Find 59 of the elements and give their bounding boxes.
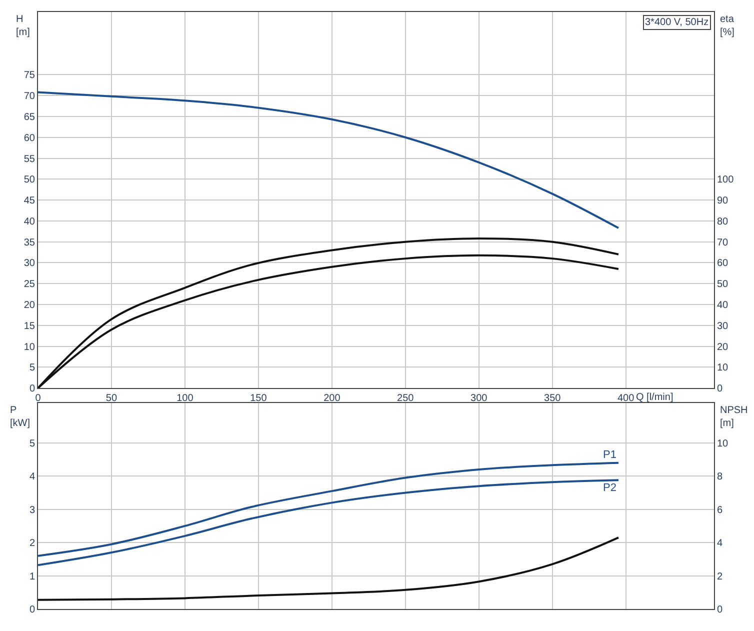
y-tick-label: 50 (24, 174, 36, 186)
x-axis-title: Q [l/min] (636, 392, 674, 403)
y2-tick-label: 4 (717, 538, 723, 550)
y2-tick-label: 0 (717, 384, 723, 395)
series-label: P1 (603, 449, 616, 461)
y2-tick-label: 0 (717, 604, 723, 616)
y2-tick-label: 50 (717, 279, 729, 290)
y-tick-label: 65 (24, 112, 36, 123)
line-series (38, 91, 620, 230)
y-tick-label: 45 (24, 196, 36, 207)
y2-tick-label: 10 (717, 362, 729, 374)
y-tick-label: 35 (24, 237, 36, 248)
x-tick-label: 250 (397, 393, 414, 404)
series-label: P2 (603, 482, 616, 494)
x-tick-label: 50 (106, 393, 118, 404)
y-tick-label: 40 (24, 216, 36, 228)
x-tick-label: 300 (470, 393, 488, 404)
line-series (38, 536, 620, 601)
x-tick-label: 350 (544, 393, 562, 404)
y2-tick-label: 60 (717, 258, 729, 270)
y2-tick-label: 90 (717, 196, 729, 207)
y-tick-label: 75 (24, 70, 36, 82)
y2-tick-label: 8 (717, 472, 723, 483)
y2-tick-label: 10 (717, 438, 729, 450)
line-series (38, 462, 620, 557)
y2-tick-label: 100 (717, 174, 734, 186)
y2-axis-title: eta [%] (720, 14, 735, 38)
y-axis-title: H [m] (16, 14, 30, 38)
x-tick-label: 400 (617, 393, 635, 404)
y2-tick-label: 2 (717, 571, 723, 582)
y-axis-title: P [kW] (10, 405, 30, 429)
line-series (38, 479, 620, 566)
x-tick-label: 100 (176, 393, 194, 404)
y-tick-label: 20 (24, 300, 36, 312)
y-tick-label: 70 (24, 91, 36, 102)
y-tick-label: 5 (29, 362, 36, 374)
y2-tick-label: 80 (717, 216, 729, 228)
y-tick-label: 55 (24, 154, 36, 165)
y-tick-label: 3 (29, 504, 36, 516)
y-tick-label: 25 (24, 279, 36, 290)
y2-tick-label: 40 (717, 300, 729, 312)
y-tick-label: 15 (24, 320, 36, 332)
y-tick-label: 60 (24, 132, 36, 144)
y-tick-label: 0 (29, 604, 36, 616)
y-tick-label: 10 (24, 342, 36, 353)
annotation: 3*400 V, 50Hz (645, 17, 709, 28)
y2-tick-label: 20 (717, 342, 729, 353)
y-tick-label: 5 (29, 438, 36, 450)
x-tick-label: 200 (324, 393, 341, 404)
y2-axis-title: NPSH [m] (720, 405, 748, 429)
y2-tick-label: 6 (717, 504, 723, 516)
y-tick-label: 1 (29, 571, 36, 582)
y2-tick-label: 70 (717, 237, 729, 248)
y-tick-label: 2 (29, 538, 36, 550)
x-tick-label: 150 (250, 393, 268, 404)
y-tick-label: 30 (24, 258, 36, 270)
y-tick-label: 4 (29, 472, 36, 483)
y2-tick-label: 30 (717, 320, 729, 332)
y-tick-label: 0 (29, 384, 36, 395)
